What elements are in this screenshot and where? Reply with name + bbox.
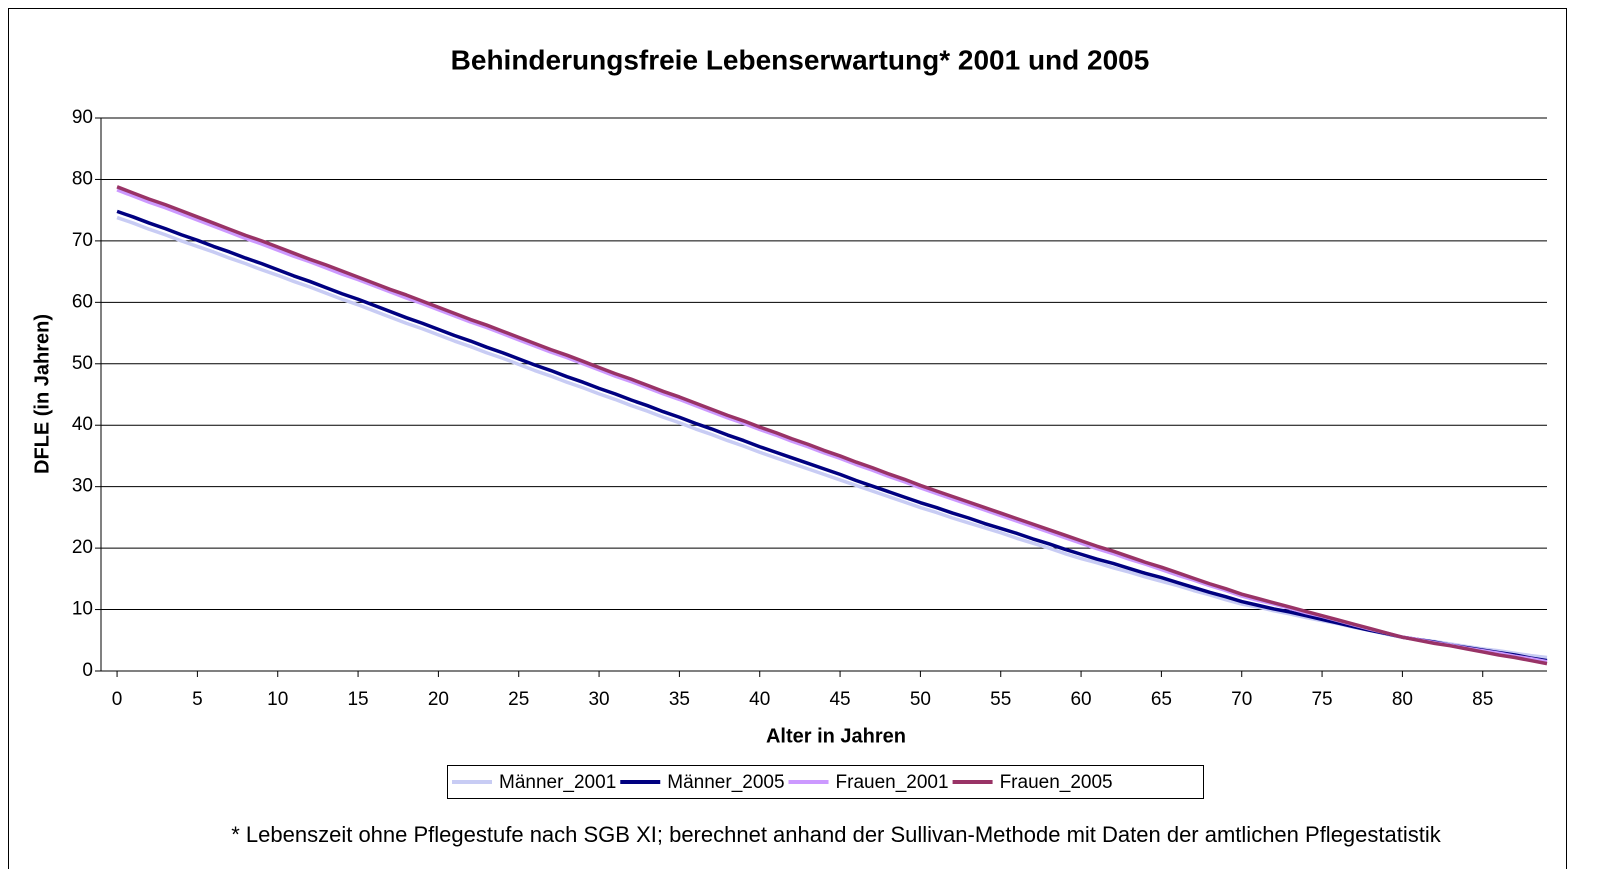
y-axis-label: DFLE (in Jahren) — [31, 314, 53, 474]
footnote: * Lebenszeit ohne Pflegestufe nach SGB X… — [231, 822, 1441, 847]
x-tick-label: 35 — [669, 689, 690, 710]
x-tick-label: 40 — [749, 689, 770, 710]
y-tick-label: 40 — [72, 414, 93, 435]
x-tick-label: 10 — [267, 689, 288, 710]
x-tick-label: 5 — [192, 689, 203, 710]
x-tick-label: 30 — [588, 689, 609, 710]
x-tick-label: 80 — [1392, 689, 1413, 710]
legend-label: Frauen_2001 — [836, 772, 949, 793]
x-tick-label: 15 — [347, 689, 368, 710]
y-tick-label: 50 — [72, 353, 93, 374]
x-tick-label: 75 — [1311, 689, 1332, 710]
chart-title: Behinderungsfreie Lebenserwartung* 2001 … — [451, 44, 1150, 75]
y-tick-label: 60 — [72, 291, 93, 312]
x-tick-label: 25 — [508, 689, 529, 710]
series-line — [116, 209, 1548, 663]
x-tick-label: 65 — [1151, 689, 1172, 710]
x-tick-label: 0 — [112, 689, 123, 710]
y-tick-label: 20 — [72, 537, 93, 558]
y-tick-label: 80 — [72, 168, 93, 189]
x-tick-label: 55 — [990, 689, 1011, 710]
y-tick-label: 10 — [72, 599, 93, 620]
x-tick-label: 50 — [910, 689, 931, 710]
y-tick-label: 0 — [82, 660, 93, 681]
x-tick-label: 45 — [829, 689, 850, 710]
legend-label: Männer_2005 — [667, 772, 784, 793]
legend-label: Frauen_2005 — [1000, 772, 1113, 793]
series-line — [116, 185, 1548, 666]
x-tick-label: 85 — [1472, 689, 1493, 710]
x-tick-label: 60 — [1070, 689, 1091, 710]
x-axis-label: Alter in Jahren — [766, 725, 906, 747]
x-tick-label: 20 — [428, 689, 449, 710]
x-tick-label: 70 — [1231, 689, 1252, 710]
y-tick-label: 30 — [72, 476, 93, 497]
y-tick-label: 90 — [72, 107, 93, 128]
legend-label: Männer_2001 — [499, 772, 616, 793]
y-tick-label: 70 — [72, 230, 93, 251]
